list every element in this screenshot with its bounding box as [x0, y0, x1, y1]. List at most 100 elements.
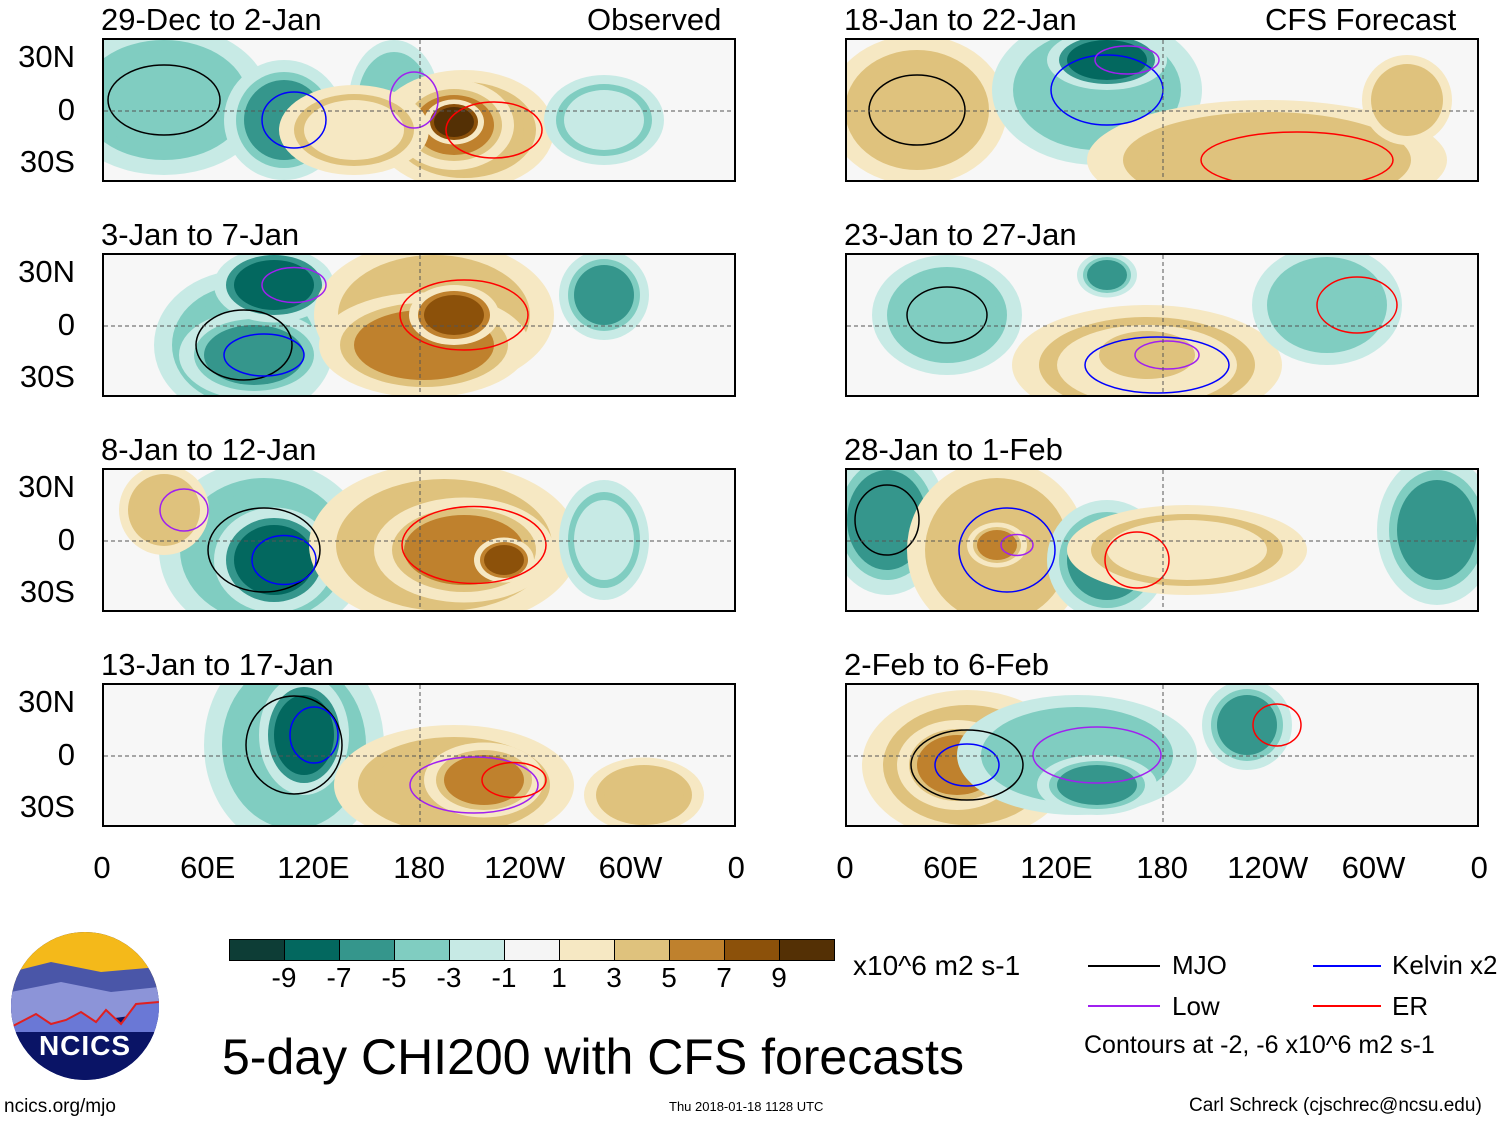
map-panel: [102, 253, 736, 397]
contour-line: [289, 706, 339, 764]
panel-title: 8-Jan to 12-Jan: [101, 432, 317, 467]
map-panel: [102, 468, 736, 612]
anomaly-field: [847, 40, 1477, 180]
logo-text: NCICS: [38, 1030, 132, 1061]
x-tick-label: 120W: [484, 850, 566, 885]
footer-timestamp: Thu 2018-01-18 1128 UTC: [669, 1099, 824, 1114]
panel-title: 28-Jan to 1-Feb: [844, 432, 1063, 467]
contour-line: [195, 309, 293, 381]
contour-line: [245, 695, 343, 795]
map-panel: [845, 253, 1479, 397]
contour-line: [1032, 726, 1162, 784]
y-tick-label: 30N: [18, 684, 75, 719]
y-tick-label: 30N: [18, 254, 75, 289]
contour-line: [223, 333, 305, 377]
colorbar-swatch: [779, 939, 835, 961]
anomaly-blob: [234, 260, 314, 310]
panel-title: 2-Feb to 6-Feb: [844, 647, 1050, 682]
y-tick-label: 30N: [18, 39, 75, 74]
y-tick-label: 0: [57, 522, 75, 557]
contour-line: [401, 505, 547, 585]
contour-line: [261, 91, 327, 149]
anomaly-blob: [1397, 480, 1477, 580]
anomaly-blob: [857, 60, 977, 160]
colorbar-label: 3: [606, 962, 622, 993]
x-tick-label: 60E: [180, 850, 236, 885]
anomaly-blob: [424, 295, 484, 335]
anomaly-blob: [1147, 120, 1387, 180]
y-tick-label: 30S: [19, 359, 75, 394]
chart-title: 5-day CHI200 with CFS forecasts: [222, 1029, 964, 1085]
anomaly-blob: [104, 50, 234, 150]
anomaly-blob: [1107, 520, 1267, 580]
contour-line: [1200, 131, 1394, 180]
footer-url[interactable]: ncics.org/mjo: [4, 1096, 116, 1117]
contour-line: [1000, 533, 1034, 557]
y-tick-label: 30S: [19, 574, 75, 609]
anomaly-blob: [304, 100, 404, 160]
map-panel: [845, 683, 1479, 827]
legend-er-line: [1313, 1005, 1381, 1007]
colorbar-swatch: [614, 939, 670, 961]
contour-line: [910, 729, 1024, 801]
y-tick-label: 0: [57, 92, 75, 127]
anomaly-blob: [204, 325, 304, 385]
colorbar-units: x10^6 m2 s-1: [853, 950, 1021, 981]
legend-kelvin-line: [1313, 965, 1381, 967]
anomaly-blob: [897, 275, 997, 355]
panel-title: 3-Jan to 7-Jan: [101, 217, 300, 252]
contour-line: [1094, 45, 1160, 75]
colorbar-swatch: [504, 939, 560, 961]
anomaly-field: [104, 40, 734, 180]
anomaly-blob: [604, 770, 684, 820]
colorbar-label: -5: [381, 962, 407, 993]
anomaly-blob: [1107, 335, 1187, 375]
anomaly-blob: [1217, 695, 1277, 755]
anomaly-blob: [847, 470, 927, 570]
map-panel: [845, 38, 1479, 182]
x-tick-label: 60E: [923, 850, 979, 885]
x-tick-label: 0: [93, 850, 111, 885]
contour-line: [958, 507, 1056, 593]
forecast-label: CFS Forecast: [1265, 2, 1457, 37]
contour-line: [934, 743, 1000, 787]
legend-mjo-line: [1088, 965, 1160, 967]
map-panel: [102, 38, 736, 182]
anomaly-blob: [434, 107, 474, 137]
legend-mjo: MJO: [1172, 950, 1227, 980]
anomaly-field: [104, 255, 734, 395]
colorbar-label: -7: [326, 962, 352, 993]
contour-line: [1084, 336, 1230, 394]
anomaly-field: [847, 685, 1477, 825]
y-tick-label: 0: [57, 737, 75, 772]
contour-line: [906, 286, 988, 344]
contour-line: [1104, 531, 1170, 589]
ncics-logo: NCICS: [11, 932, 159, 1080]
x-tick-label: 180: [393, 850, 445, 885]
anomaly-field: [104, 685, 734, 825]
colorbar-label: 7: [716, 962, 732, 993]
observed-label: Observed: [587, 2, 722, 37]
x-tick-label: 120E: [277, 850, 350, 885]
panel-title: 23-Jan to 27-Jan: [844, 217, 1077, 252]
contour-line: [1316, 276, 1398, 334]
y-tick-label: 0: [57, 307, 75, 342]
contour-line: [399, 279, 529, 351]
anomaly-blob: [234, 525, 314, 595]
legend-low-line: [1088, 1005, 1160, 1007]
colorbar-label: -9: [271, 962, 297, 993]
x-tick-label: 60W: [598, 850, 663, 885]
colorbar-swatch: [449, 939, 505, 961]
colorbar-swatch: [394, 939, 450, 961]
legend-er: ER: [1392, 991, 1429, 1021]
anomaly-blob: [1067, 40, 1147, 80]
map-panel: [845, 468, 1479, 612]
colorbar-swatch: [284, 939, 340, 961]
contour-line: [1134, 340, 1200, 370]
x-tick-label: 0: [836, 850, 854, 885]
panel-title: 29-Dec to 2-Jan: [101, 2, 322, 37]
colorbar-swatch: [559, 939, 615, 961]
legend-low: Low: [1172, 991, 1220, 1021]
y-tick-label: 30N: [18, 469, 75, 504]
